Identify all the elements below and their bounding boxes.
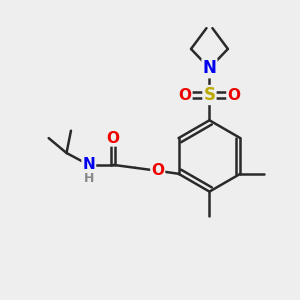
Text: N: N	[82, 158, 95, 172]
Text: H: H	[84, 172, 94, 185]
Text: O: O	[107, 130, 120, 146]
Text: S: S	[203, 86, 215, 104]
Text: O: O	[227, 88, 240, 103]
Text: O: O	[151, 163, 164, 178]
Text: N: N	[202, 59, 216, 77]
Text: O: O	[178, 88, 192, 103]
